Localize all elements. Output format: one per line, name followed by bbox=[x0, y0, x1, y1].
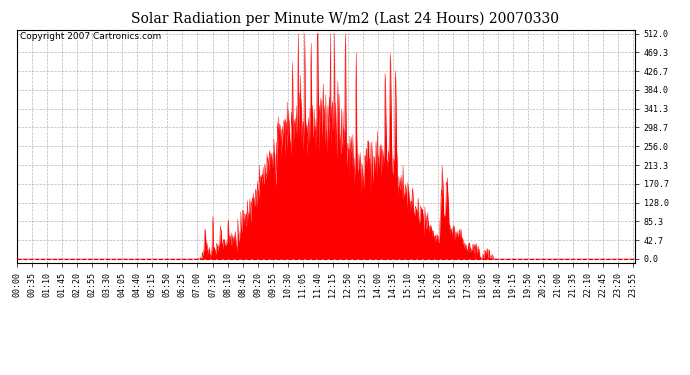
Text: Solar Radiation per Minute W/m2 (Last 24 Hours) 20070330: Solar Radiation per Minute W/m2 (Last 24… bbox=[131, 11, 559, 26]
Text: Copyright 2007 Cartronics.com: Copyright 2007 Cartronics.com bbox=[20, 32, 161, 41]
